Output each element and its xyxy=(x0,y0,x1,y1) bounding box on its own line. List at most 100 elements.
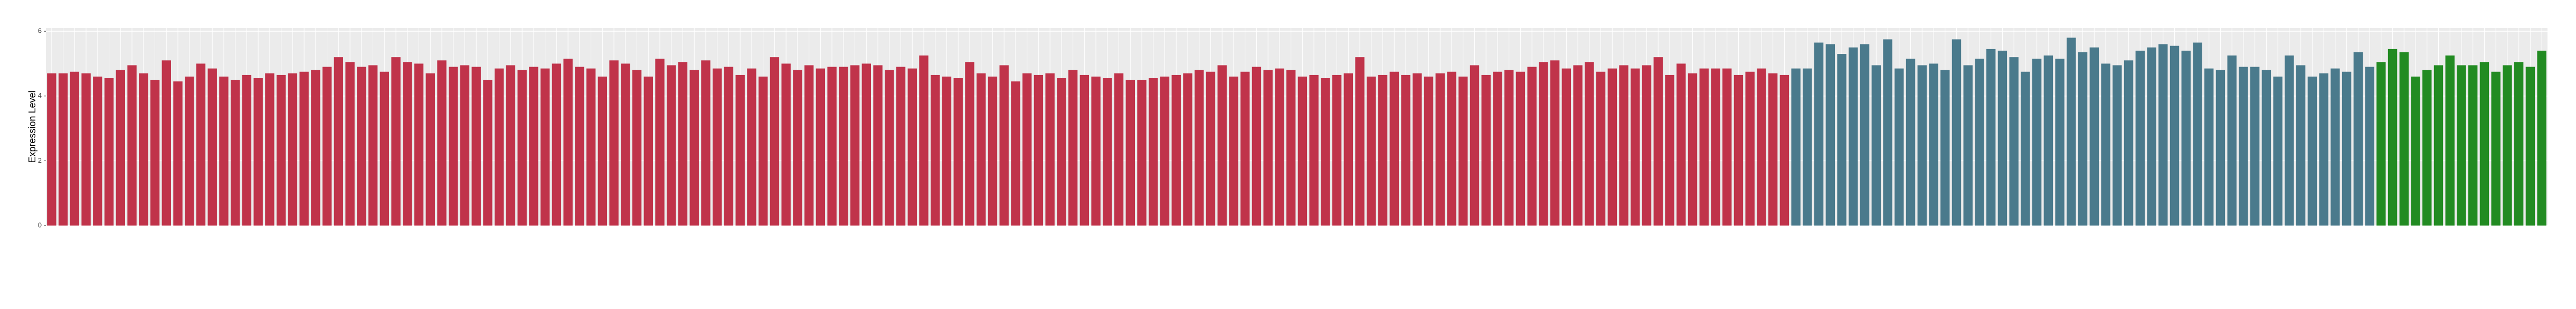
bar xyxy=(678,62,688,226)
bar xyxy=(2537,50,2546,226)
bar xyxy=(1079,74,1090,226)
bar xyxy=(2525,67,2535,226)
bar xyxy=(2285,55,2294,226)
bar xyxy=(1883,39,1892,226)
bar xyxy=(1619,65,1628,226)
bar xyxy=(2376,62,2386,226)
bar xyxy=(1779,74,1789,226)
bar xyxy=(1195,70,1204,226)
bar xyxy=(896,67,906,226)
bar xyxy=(861,63,872,226)
bar xyxy=(70,71,80,226)
bar xyxy=(1309,74,1319,226)
bar xyxy=(529,67,538,226)
y-tick-label: 4 xyxy=(38,91,42,99)
bar xyxy=(219,76,229,226)
bar xyxy=(1022,73,1032,226)
bar xyxy=(127,65,137,226)
bar xyxy=(162,60,171,226)
bar xyxy=(1057,78,1066,226)
bar xyxy=(781,63,791,226)
bar xyxy=(1137,80,1147,226)
bar xyxy=(288,73,298,226)
bar xyxy=(1504,70,1514,226)
bar xyxy=(265,73,274,226)
bar xyxy=(1722,68,1732,226)
bar xyxy=(713,68,722,226)
bar xyxy=(689,70,699,226)
bar xyxy=(1596,71,1606,226)
bar xyxy=(1699,68,1709,226)
bar xyxy=(2089,47,2099,226)
bar xyxy=(506,65,516,226)
bar xyxy=(380,71,389,226)
bar xyxy=(2433,65,2444,226)
bar xyxy=(2009,57,2019,226)
bar xyxy=(2250,67,2260,226)
bar xyxy=(1252,67,1262,226)
bar xyxy=(1585,62,1594,226)
bar xyxy=(873,65,883,226)
bar xyxy=(2239,67,2248,226)
bar xyxy=(1034,74,1044,226)
bar xyxy=(196,63,206,226)
bar xyxy=(1298,76,1308,226)
bar xyxy=(643,76,653,226)
bar xyxy=(1986,49,1996,226)
bar xyxy=(1413,73,1422,226)
bar xyxy=(1997,50,2007,226)
bar xyxy=(816,68,826,226)
bar xyxy=(907,68,917,226)
bar xyxy=(1745,71,1755,226)
bar xyxy=(2411,76,2420,226)
bar xyxy=(1561,68,1571,226)
bar xyxy=(242,74,252,226)
bar xyxy=(1401,74,1410,226)
bar xyxy=(988,76,998,226)
bar xyxy=(253,78,263,226)
bar xyxy=(1929,63,1938,226)
bar xyxy=(2170,45,2180,226)
bar xyxy=(2514,62,2524,226)
bar xyxy=(747,68,756,226)
bar xyxy=(931,74,940,226)
bar xyxy=(2021,71,2030,226)
bar xyxy=(2457,65,2466,226)
bar xyxy=(58,73,68,226)
bar xyxy=(1757,68,1766,226)
bar xyxy=(1011,81,1020,226)
bar xyxy=(1975,59,1984,226)
bar xyxy=(2491,71,2501,226)
bar xyxy=(1286,70,1296,226)
bar xyxy=(758,76,768,226)
bar xyxy=(2331,68,2340,226)
bar xyxy=(999,65,1009,226)
bar xyxy=(1895,68,1904,226)
bar xyxy=(770,57,780,226)
bar xyxy=(1263,70,1273,226)
bar xyxy=(2067,38,2076,226)
bar xyxy=(47,73,56,226)
bar xyxy=(1573,65,1583,226)
bar xyxy=(1688,73,1698,226)
bar xyxy=(552,63,562,226)
bar xyxy=(276,74,286,226)
bar xyxy=(494,68,504,226)
bar xyxy=(724,67,734,226)
bar xyxy=(1493,71,1502,226)
bar xyxy=(1424,76,1434,226)
bar xyxy=(2445,55,2455,226)
bar xyxy=(1665,74,1674,226)
bar xyxy=(540,68,550,226)
bar xyxy=(207,68,217,226)
bar xyxy=(2101,63,2110,226)
bar xyxy=(885,70,894,226)
bar xyxy=(104,78,114,226)
bar xyxy=(2261,70,2271,226)
bar xyxy=(1171,74,1181,226)
y-tick-label: 2 xyxy=(38,156,42,164)
bar xyxy=(322,67,332,226)
bar xyxy=(598,76,608,226)
bar xyxy=(368,65,378,226)
